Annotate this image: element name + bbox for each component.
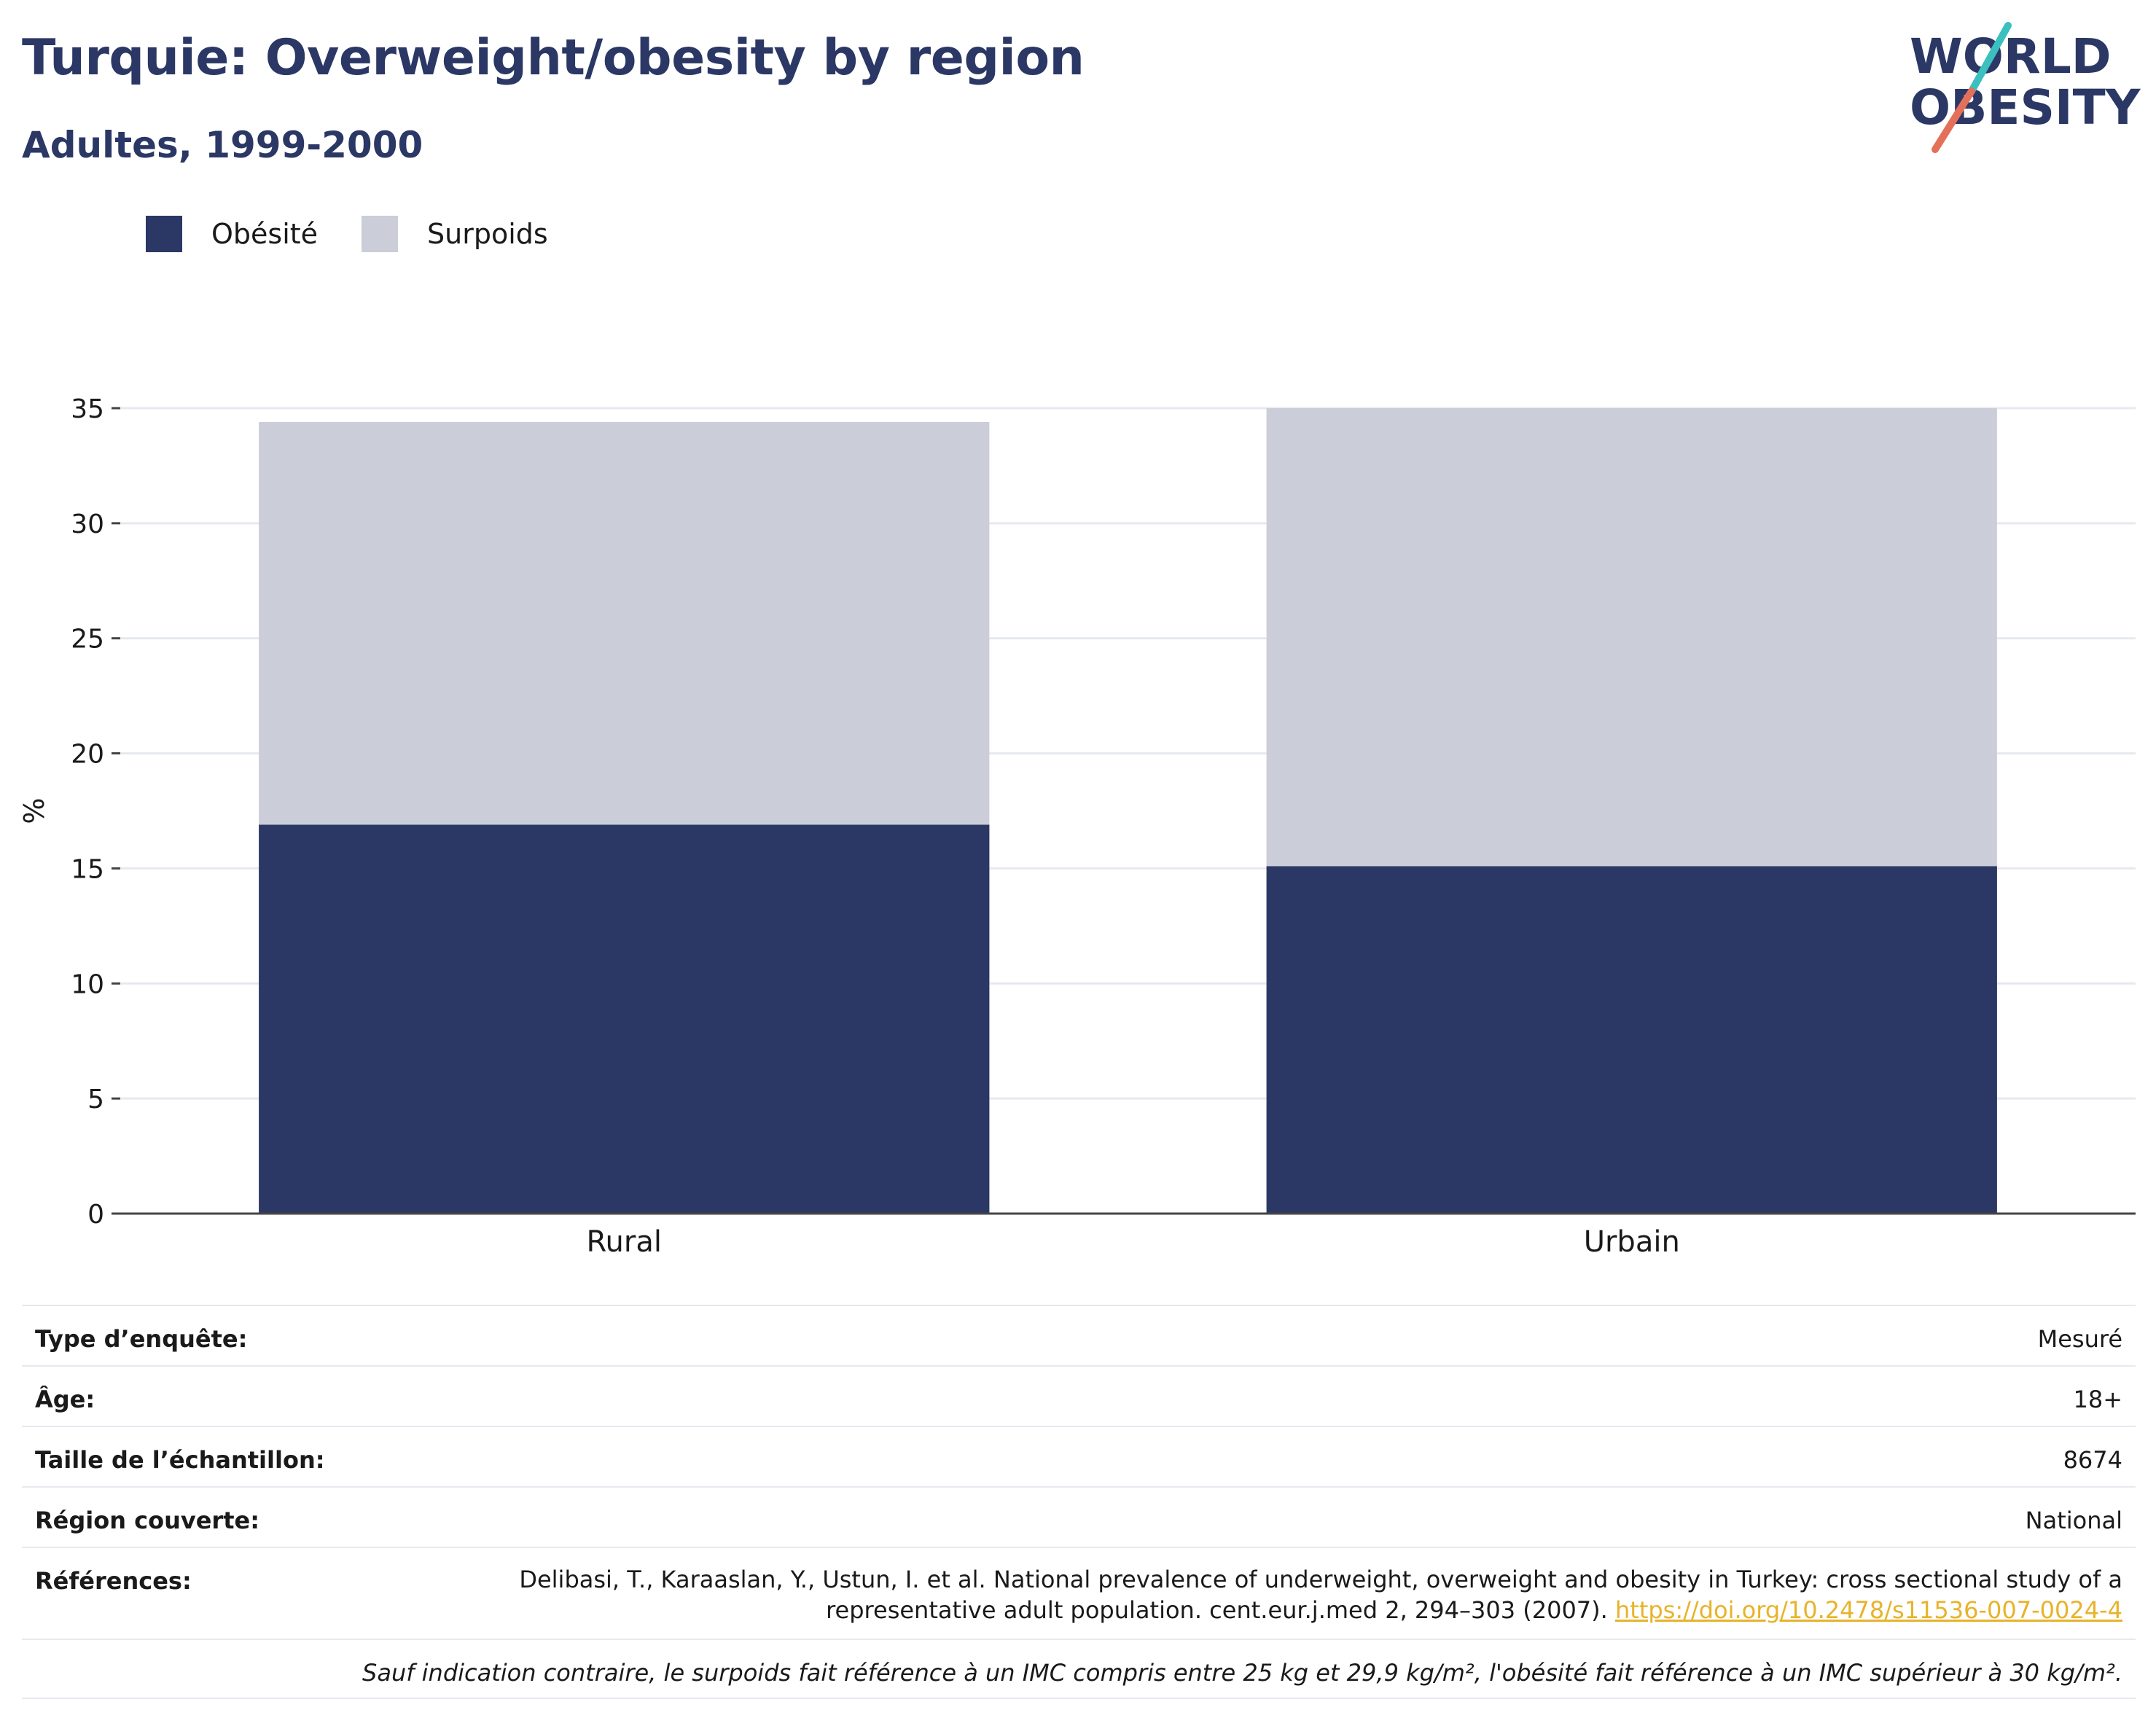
meta-label-sample-size: Taille de l’échantillon: — [35, 1446, 325, 1474]
stacked-bar-chart: 0 5 10 15 20 25 30 35% Rural Urbain — [18, 394, 2136, 1259]
world-obesity-logo: WORLD OBESITY — [1910, 22, 2141, 153]
metadata-table: Type d’enquête: Mesuré Âge: 18+ Taille d… — [22, 1305, 2136, 1699]
legend-item-obesite: Obésité — [146, 216, 318, 252]
meta-label-references: Références: — [35, 1567, 192, 1595]
y-tick-label-10: 10 — [71, 969, 104, 999]
legend-swatch-obesite — [146, 216, 182, 252]
y-tick-label-30: 30 — [71, 509, 104, 539]
logo-line1: WORLD — [1910, 28, 2112, 85]
reference-link[interactable]: https://doi.org/10.2478/s11536-007-0024-… — [1614, 1596, 2122, 1624]
chart-subtitle: Adultes, 1999-2000 — [22, 124, 423, 166]
meta-row-references: Références: Delibasi, T., Karaaslan, Y.,… — [22, 1547, 2136, 1639]
meta-label-survey-type: Type d’enquête: — [35, 1325, 248, 1353]
legend-label-obesite: Obésité — [211, 218, 319, 250]
bar-urbain-obesite — [1266, 866, 1997, 1214]
meta-value-references: Delibasi, T., Karaaslan, Y., Ustun, I. e… — [373, 1564, 2122, 1625]
x-tick-label-urbain: Urbain — [1584, 1225, 1680, 1259]
meta-label-region: Région couverte: — [35, 1507, 259, 1534]
legend: Obésité Surpoids — [146, 216, 592, 252]
meta-row-survey-type: Type d’enquête: Mesuré — [22, 1305, 2136, 1365]
meta-row-region: Région couverte: National — [22, 1486, 2136, 1547]
legend-item-surpoids: Surpoids — [362, 216, 548, 252]
legend-swatch-surpoids — [362, 216, 399, 252]
footnote: Sauf indication contraire, le surpoids f… — [22, 1639, 2136, 1699]
x-tick-label-rural: Rural — [587, 1225, 662, 1259]
y-tick-label-35: 35 — [71, 394, 104, 424]
meta-value-survey-type: Mesuré — [2037, 1325, 2122, 1353]
y-tick-label-20: 20 — [71, 740, 104, 770]
meta-value-region: National — [2025, 1507, 2122, 1534]
reference-text: Delibasi, T., Karaaslan, Y., Ustun, I. e… — [519, 1566, 2122, 1624]
meta-value-sample-size: 8674 — [2063, 1446, 2122, 1474]
legend-label-surpoids: Surpoids — [427, 218, 548, 250]
y-axis-label: % — [18, 797, 50, 824]
bar-urbain-surpoids — [1266, 408, 1997, 867]
bar-rural-obesite — [259, 824, 990, 1214]
meta-row-sample-size: Taille de l’échantillon: 8674 — [22, 1426, 2136, 1486]
y-tick-label-0: 0 — [87, 1200, 104, 1230]
y-tick-label-25: 25 — [71, 625, 104, 655]
meta-row-age: Âge: 18+ — [22, 1365, 2136, 1426]
y-tick-label-15: 15 — [71, 854, 104, 884]
logo-line2: OBESITY — [1910, 79, 2141, 136]
y-tick-label-5: 5 — [87, 1085, 104, 1114]
bar-rural-surpoids — [259, 421, 990, 825]
chart-title: Turquie: Overweight/obesity by region — [22, 29, 1085, 87]
meta-label-age: Âge: — [35, 1386, 95, 1413]
meta-value-age: 18+ — [2073, 1386, 2122, 1413]
